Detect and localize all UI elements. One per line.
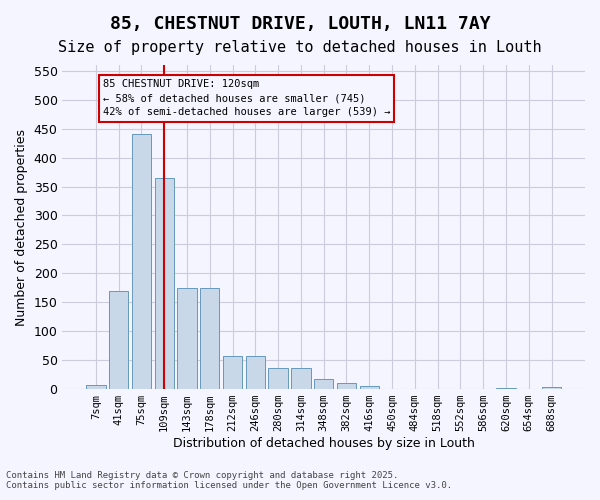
Bar (245, 356, 265, 389)
Bar (132, 134, 151, 389)
Text: Contains HM Land Registry data © Crown copyright and database right 2025.
Contai: Contains HM Land Registry data © Crown c… (6, 470, 452, 490)
Bar (314, 378, 334, 389)
Bar (178, 288, 197, 389)
Bar (109, 290, 128, 389)
Bar (337, 384, 356, 389)
Y-axis label: Number of detached properties: Number of detached properties (15, 128, 28, 326)
Text: Size of property relative to detached houses in Louth: Size of property relative to detached ho… (58, 40, 542, 55)
Bar (359, 386, 379, 389)
Bar (291, 368, 311, 389)
Bar (542, 388, 561, 389)
Text: 85 CHESTNUT DRIVE: 120sqm
← 58% of detached houses are smaller (745)
42% of semi: 85 CHESTNUT DRIVE: 120sqm ← 58% of detac… (103, 80, 390, 118)
Bar (496, 388, 515, 389)
Bar (155, 178, 174, 389)
Bar (86, 385, 106, 389)
Text: 85, CHESTNUT DRIVE, LOUTH, LN11 7AY: 85, CHESTNUT DRIVE, LOUTH, LN11 7AY (110, 15, 490, 33)
Bar (268, 368, 288, 389)
Bar (223, 356, 242, 389)
X-axis label: Distribution of detached houses by size in Louth: Distribution of detached houses by size … (173, 437, 475, 450)
Bar (200, 288, 220, 389)
